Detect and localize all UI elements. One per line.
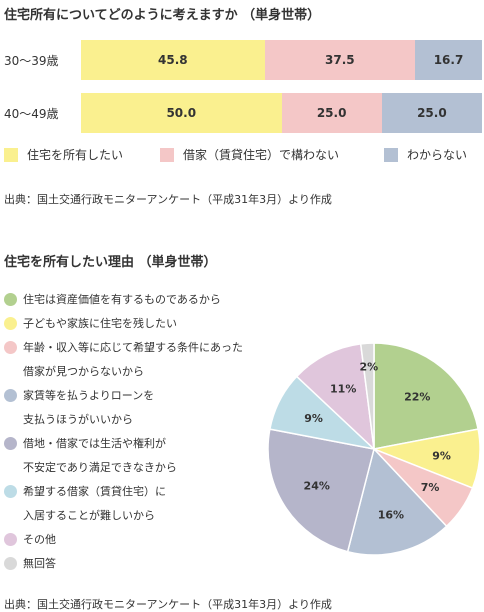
legend-item: わからない: [384, 146, 467, 163]
legend-label: 希望する借家（賃貸住宅）に: [23, 485, 166, 498]
bar-category-label: 40〜49歳: [4, 107, 59, 121]
legend-label: 支払うほうがいいから: [23, 413, 133, 426]
legend-label: 無回答: [23, 557, 56, 570]
pie-label: 22%: [404, 391, 430, 404]
bar-value-label: 37.5: [325, 53, 355, 67]
pie-label: 24%: [304, 479, 330, 492]
legend-label: 不安定であり満足できなきから: [23, 461, 177, 474]
legend-dot: [4, 389, 17, 402]
bar-value-label: 25.0: [417, 106, 447, 120]
stacked-bar: 50.0 25.0 25.0: [81, 93, 482, 133]
pie-slice: [359, 342, 375, 450]
legend-label: 住宅を所有したい: [27, 148, 124, 162]
pie-label: 2%: [359, 360, 378, 373]
bar-value-label: 45.8: [158, 53, 188, 67]
pie-slice: [295, 342, 376, 451]
legend-dot: [4, 437, 17, 450]
chart1-title: 住宅所有についてどのように考えますか （単身世帯）: [4, 8, 321, 23]
bar-segment: 25.0: [381, 93, 482, 133]
legend-label: わからない: [407, 148, 468, 162]
legend-swatch: [384, 147, 398, 162]
chart2-source: 出典：国土交通行政モニターアンケート（平成31年3月）より作成: [4, 598, 332, 611]
pie-chart: 22% 9% 7% 16% 24% 9% 11%2%: [267, 342, 481, 556]
bar-row-30s: 30〜39歳 45.8 37.5 16.7: [0, 40, 484, 80]
legend-label: 入居することが難しいから: [23, 509, 155, 522]
bar-category-label: 30〜39歳: [4, 54, 59, 68]
legend-item: 住宅を所有したい: [4, 146, 123, 163]
legend-dot: [4, 557, 17, 570]
pie-label: 7%: [421, 481, 440, 494]
bar-segment: 50.0: [81, 93, 282, 133]
legend-dot: [4, 293, 17, 306]
pie-label: 11%: [330, 383, 356, 396]
pie-slice: [346, 447, 448, 556]
legend-dot: [4, 341, 17, 354]
legend-swatch: [4, 147, 18, 162]
pie-label: 9%: [432, 449, 451, 462]
bar-segment: 37.5: [264, 40, 416, 80]
bar-segment: 25.0: [281, 93, 382, 133]
bar-value-label: 25.0: [316, 106, 347, 120]
legend-label: その他: [23, 533, 56, 546]
legend-dot: [4, 485, 17, 498]
bar-value-label: 50.0: [166, 106, 197, 120]
pie-label: 16%: [378, 509, 404, 522]
legend-label: 家賃等を払うよりローンを: [23, 389, 155, 402]
chart1-source: 出典：国土交通行政モニターアンケート（平成31年3月）より作成: [4, 193, 332, 206]
pie-slice: [267, 428, 375, 553]
stacked-bar: 45.8 37.5 16.7: [81, 40, 482, 80]
legend-label: 借地・借家では生活や権利が: [23, 437, 166, 450]
bar-segment: 45.8: [81, 40, 265, 80]
legend-label: 年齢・収入等に応じて希望する条件にあった: [23, 341, 243, 354]
pie-slice: [373, 342, 479, 450]
legend-label: 借家が見つからないから: [23, 365, 144, 378]
legend-label: 子どもや家族に住宅を残したい: [23, 317, 177, 330]
legend-dot: [4, 533, 17, 546]
chart1-legend: 住宅を所有したい 借家（賃貸住宅）で構わない わからない: [0, 146, 484, 166]
legend-label: 借家（賃貸住宅）で構わない: [183, 148, 340, 162]
legend-item: 借家（賃貸住宅）で構わない: [160, 146, 339, 163]
legend-dot: [4, 317, 17, 330]
pie-label: 9%: [304, 412, 323, 425]
legend-swatch: [160, 147, 174, 162]
bar-segment: 16.7: [415, 40, 482, 80]
chart2-title: 住宅を所有したい理由 （単身世帯）: [4, 255, 217, 270]
bar-row-40s: 40〜49歳 50.0 25.0 25.0: [0, 93, 484, 133]
bar-value-label: 16.7: [433, 53, 464, 67]
legend-label: 住宅は資産価値を有するものであるから: [23, 293, 221, 306]
